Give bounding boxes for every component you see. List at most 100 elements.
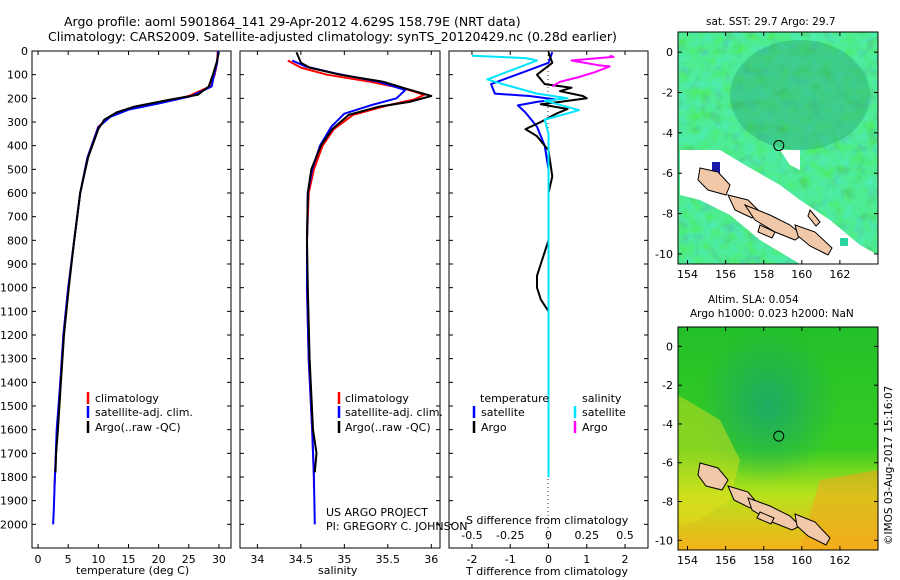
legend-climatology-label: climatology [345,392,409,405]
map-y-tick-label: -10 [655,248,673,261]
sst-map-title: sat. SST: 29.7 Argo: 29.7 [706,16,836,28]
y-tick-label: 600 [7,187,28,200]
salinity-axes-box [239,50,441,549]
map-y-tick-label: -4 [662,127,673,140]
legend-argo-label: Argo(..raw -QC) [95,421,181,434]
timestamp: ©IMOS 03-Aug-2017 15:16:07 [883,386,895,545]
temperature-x-ticks: 0 5 10 15 20 25 30 [35,51,226,566]
y-tick-label: 1100 [0,305,28,318]
salinity-diff-tick-label: 0.25 [575,529,600,542]
argo-location-circle [773,140,785,152]
y-tick-label: 2000 [0,518,28,531]
legend-sal-argo-label: Argo [582,421,608,434]
y-tick-label: 700 [7,211,28,224]
map-x-tick-label: 156 [715,554,736,567]
map-x-tick-label: 162 [829,268,850,281]
difference-xlabel: T difference from climatology [465,565,628,578]
sla-map-x-ticks: 154 156 158 160 162 [677,327,850,567]
sla-map-y-ticks: 0 -2 -4 -6 -8 -10 [655,340,878,547]
sst-map-x-ticks: 154 156 158 160 162 [677,32,850,281]
x-tick-label: -1 [505,553,516,566]
map-y-tick-label: 0 [666,340,673,353]
temperature-xlabel: temperature (deg C) [76,564,189,577]
y-tick-label: 1200 [0,329,28,342]
sst-map: sat. SST: 29.7 Argo: 29.7 154 156 158 160 16… [655,16,879,281]
sst-map-field [678,32,878,264]
sla-map-title-2: Argo h1000: 0.023 h2000: NaN [690,308,854,320]
x-tick-label: 10 [91,553,105,566]
title-line-2: Climatology: CARS2009. Satellite-adjuste… [48,29,617,44]
sst-map-frame [677,31,879,265]
map-x-tick-label: 154 [677,554,698,567]
map-y-tick-label: -4 [662,418,673,431]
temperature-legend: climatology satellite-adj. clim. Argo(..… [86,392,193,434]
difference-lines [471,51,615,477]
legend-sal-header: salinity [582,392,622,405]
series-line-satellite-adj-clim- [291,59,407,525]
difference-y-ticks [449,50,648,525]
map-x-tick-label: 160 [791,268,812,281]
map-y-tick-label: -8 [662,208,673,221]
y-tick-label: 1400 [0,376,28,389]
argo-location-circle [773,430,785,442]
salinity-diff-tick-label: 0.5 [616,529,634,542]
map-x-tick-label: 158 [753,268,774,281]
legend-temp-header: temperature [480,392,549,405]
x-tick-label: 20 [152,553,166,566]
temperature-lines [52,50,220,525]
series-line-argo-raw-qc- [295,51,433,473]
series-line-salinity-satellite [471,54,581,477]
legend-sal-satellite-label: satellite [582,406,626,419]
series-line-temperature-argo [524,51,588,473]
legend-temp-argo-label: Argo [481,421,507,434]
map-y-tick-label: 0 [666,46,673,59]
credit-pi: PI: GREGORY C. JOHNSON [326,520,467,533]
x-tick-label: 34.5 [289,553,314,566]
sla-map-field [678,327,878,550]
map-x-tick-label: 162 [829,554,850,567]
x-tick-label: 25 [182,553,196,566]
salinity-diff-tick-label: 0 [545,529,552,542]
map-x-tick-label: 158 [753,554,774,567]
salinity-x-ticks: 34 34.5 35 35.5 36 [250,51,438,566]
sla-map: Altim. SLA: 0.054 Argo h1000: 0.023 h200… [655,294,879,567]
map-y-tick-label: -8 [662,496,673,509]
difference-panel: -2 -1 0 1 2 -0.5 -0.25 0 0.25 0.5 S difference fr… [448,50,649,578]
x-tick-label: 5 [65,553,72,566]
y-tick-label: 1900 [0,495,28,508]
x-tick-label: 34 [250,553,264,566]
map-y-tick-label: -2 [662,379,673,392]
legend-argo-label: Argo(..raw -QC) [345,421,431,434]
x-tick-label: 30 [212,553,226,566]
y-tick-label: 200 [7,92,28,105]
y-tick-label: 0 [21,45,28,58]
title-line-1: Argo profile: aoml 5901864_141 29-Apr-20… [64,14,521,29]
y-tick-label: 1800 [0,471,28,484]
series-line-salinity-argo [551,54,615,88]
map-y-tick-label: -6 [662,457,673,470]
difference-legend: temperature satellite Argo salinity sate… [472,392,626,434]
legend-temp-satellite-label: satellite [481,406,525,419]
y-tick-label: 300 [7,116,28,129]
salinity-xlabel: salinity [318,564,358,577]
x-tick-label: 1 [583,553,590,566]
legend-satellite-label: satellite-adj. clim. [345,406,443,419]
temperature-axes-box [31,50,232,549]
sla-map-frame [677,326,879,551]
map-y-tick-label: -6 [662,167,673,180]
temperature-y-ticks: 0 100 200 300 400 500 600 700 800 900 1000 1100 1200… [0,45,231,531]
x-tick-label: 35 [337,553,351,566]
sla-argo-location-marker [773,430,785,442]
salinity-panel: 34 34.5 35 35.5 36 salinity climatology sate… [239,50,467,577]
x-tick-label: 35.5 [376,553,401,566]
x-tick-label: -2 [466,553,477,566]
salinity-diff-tick-label: -0.25 [496,529,524,542]
salinity-lines [287,51,433,525]
y-tick-label: 1500 [0,400,28,413]
x-tick-label: 36 [424,553,438,566]
salinity-legend: climatology satellite-adj. clim. Argo(..… [337,392,443,434]
y-tick-label: 900 [7,258,28,271]
sla-map-title-1: Altim. SLA: 0.054 [708,294,799,306]
difference-top-xlabel: S difference from climatology [466,514,629,527]
